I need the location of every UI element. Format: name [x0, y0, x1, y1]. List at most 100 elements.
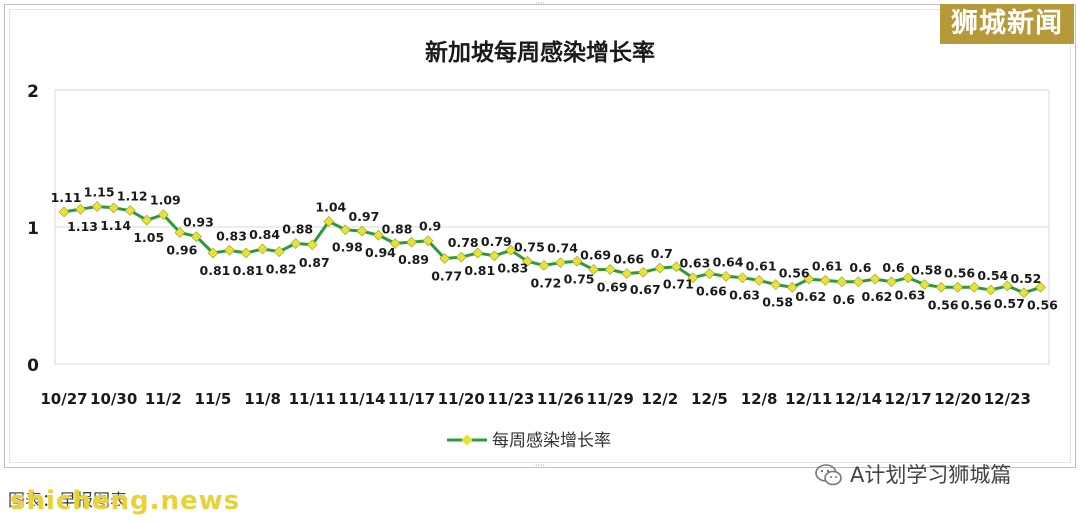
data-point [902, 272, 914, 284]
data-label: 0.67 [630, 282, 661, 297]
data-point [439, 253, 451, 264]
wechat-account[interactable]: A计划学习狮城篇 [814, 458, 1054, 492]
data-point [737, 272, 748, 284]
data-point [604, 264, 616, 275]
x-tick-label: 11/17 [388, 390, 435, 408]
data-point [124, 205, 136, 216]
data-point [637, 266, 649, 278]
data-point [522, 255, 533, 267]
data-point [869, 273, 881, 285]
data-point [670, 261, 682, 273]
data-label: 0.9 [419, 219, 441, 234]
data-point [356, 225, 368, 237]
data-point [505, 244, 517, 256]
data-label: 0.77 [431, 269, 462, 284]
grid-layer [54, 89, 1050, 365]
data-label: 0.52 [1010, 271, 1041, 286]
data-point [108, 202, 120, 214]
data-label: 0.63 [895, 288, 926, 303]
y-tick-label: 2 [27, 82, 39, 102]
x-tick-label: 12/14 [835, 390, 882, 408]
series-layer [58, 201, 1046, 299]
data-point [1001, 280, 1013, 292]
data-point [968, 281, 980, 293]
data-label: 0.56 [1027, 297, 1058, 312]
x-tick-label: 12/5 [691, 390, 728, 408]
data-label: 0.84 [249, 227, 280, 242]
chart-title: 新加坡每周感染增长率 [425, 39, 655, 66]
data-label: 0.79 [481, 234, 512, 249]
data-point [472, 247, 484, 259]
data-label: 0.58 [762, 295, 793, 310]
data-label: 0.88 [382, 221, 413, 236]
data-point [704, 268, 715, 279]
data-point [191, 231, 202, 242]
data-point [422, 235, 434, 247]
data-label: 0.81 [464, 263, 495, 278]
x-tick-label: 12/11 [785, 390, 832, 408]
data-point [257, 243, 268, 255]
data-point [952, 281, 964, 293]
x-tick-label: 11/11 [289, 390, 336, 408]
x-tick-label: 11/8 [244, 390, 281, 408]
chart-frame [4, 4, 1076, 468]
data-label: 0.69 [597, 279, 628, 294]
data-labels: 1.11 1.13 1.15 1.14 1.12 1.05 1.09 0.96 0.93 0.81… [51, 184, 1059, 312]
data-label: 1.13 [67, 219, 98, 234]
data-point [687, 272, 699, 284]
data-label: 0.56 [961, 297, 992, 312]
data-point [886, 276, 897, 288]
data-point [58, 206, 70, 218]
data-point [819, 275, 831, 286]
x-tick-label: 12/2 [641, 390, 678, 408]
data-label: 0.58 [911, 263, 942, 278]
data-point [621, 268, 633, 279]
data-label: 0.75 [514, 239, 545, 254]
data-point [273, 246, 285, 258]
data-point [406, 236, 417, 248]
data-label: 0.96 [166, 242, 197, 257]
data-point [803, 273, 815, 285]
watermark: shicheng.news [10, 486, 241, 516]
data-label: 0.81 [233, 263, 264, 278]
data-point [224, 244, 235, 256]
data-label: 1.12 [117, 189, 148, 204]
data-point [654, 262, 666, 274]
data-point [455, 251, 467, 263]
data-point [836, 276, 848, 288]
data-point [323, 216, 335, 227]
resize-handle-top[interactable]: ···· [534, 0, 546, 8]
data-point [207, 247, 219, 259]
x-tick-label: 12/23 [984, 390, 1031, 408]
data-point [571, 255, 583, 267]
data-label: 0.88 [282, 221, 313, 236]
data-label: 0.87 [299, 255, 330, 270]
x-axis: 10/27 10/30 11/2 11/5 11/8 11/11 11/14 11/17 11/… [40, 390, 1031, 408]
data-point [786, 281, 798, 293]
data-label: 0.74 [547, 241, 578, 256]
data-point [306, 239, 318, 251]
x-tick-label: 11/26 [537, 390, 584, 408]
x-tick-label: 11/14 [338, 390, 385, 408]
x-tick-label: 10/30 [90, 390, 137, 408]
data-point [1035, 281, 1046, 293]
resize-handle-bottom[interactable]: ···· [534, 461, 546, 470]
data-point [720, 270, 732, 282]
x-tick-label: 12/17 [884, 390, 931, 408]
data-point [488, 250, 500, 262]
data-point [290, 238, 302, 249]
data-label: 1.11 [51, 190, 82, 205]
data-point [91, 201, 103, 212]
data-label: 0.6 [833, 292, 855, 307]
legend[interactable]: 每周感染增长率 [447, 431, 611, 451]
data-label: 0.61 [812, 258, 843, 273]
data-point [373, 229, 384, 241]
data-label: 0.82 [266, 262, 297, 277]
data-label: 0.64 [713, 254, 744, 269]
data-label: 1.09 [150, 193, 181, 208]
y-tick-label: 1 [27, 219, 39, 239]
legend-label: 每周感染增长率 [492, 431, 611, 451]
data-label: 0.57 [994, 296, 1025, 311]
data-label: 0.62 [862, 289, 893, 304]
x-tick-label: 12/20 [934, 390, 981, 408]
